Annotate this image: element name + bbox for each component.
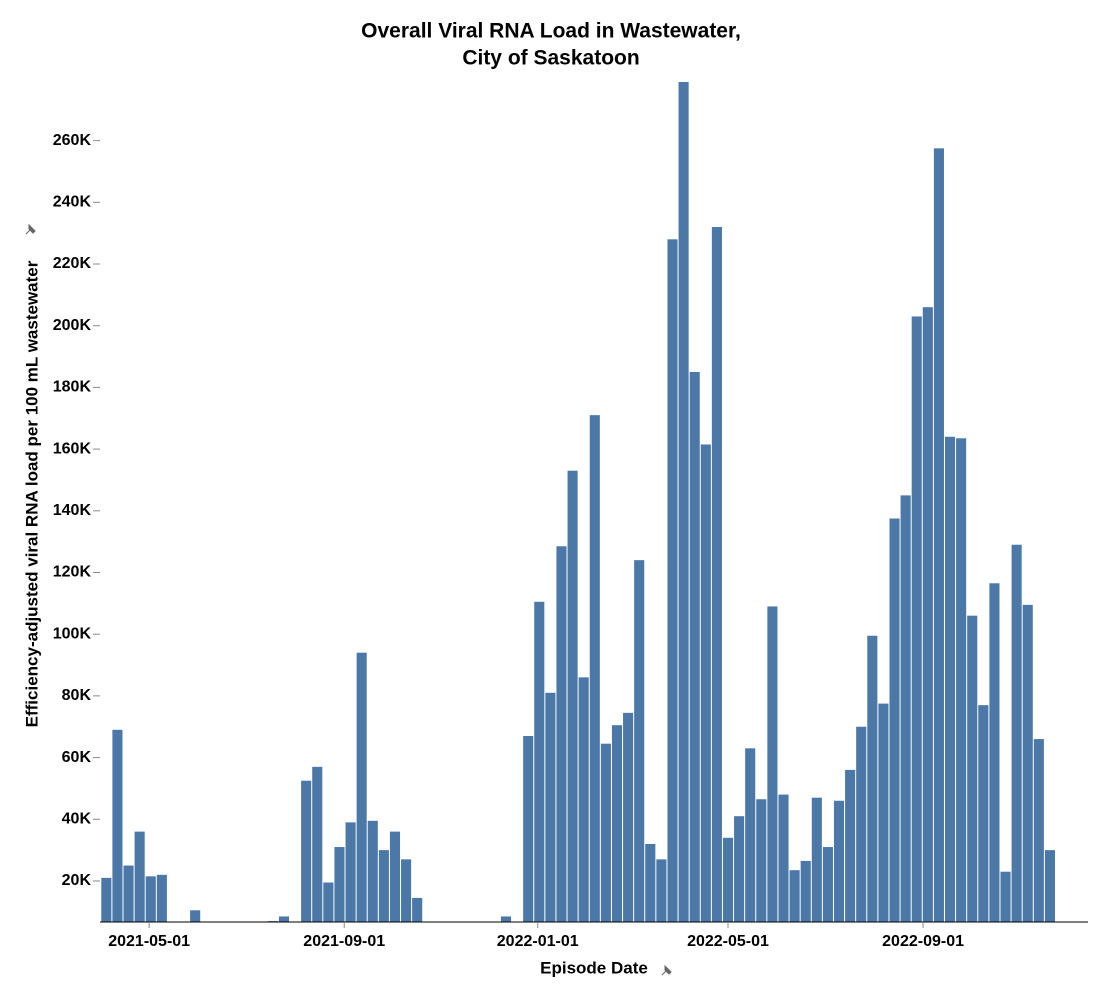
bar <box>634 560 645 922</box>
bar <box>1011 544 1022 922</box>
bar <box>667 239 678 922</box>
bar <box>645 843 656 922</box>
bar <box>867 635 878 922</box>
bar <box>134 831 145 922</box>
bar <box>112 729 123 922</box>
y-tick-label: 180K <box>53 379 92 396</box>
bar <box>367 820 378 922</box>
bar <box>412 897 423 922</box>
bar <box>323 882 334 922</box>
y-tick-label: 40K <box>62 810 92 827</box>
x-tick-label: 2021-05-01 <box>108 933 190 950</box>
y-tick-label: 100K <box>53 625 92 642</box>
bar <box>190 910 201 922</box>
y-tick-label: 260K <box>53 132 92 149</box>
x-tick-label: 2022-01-01 <box>497 933 579 950</box>
bar <box>312 766 323 922</box>
bar <box>123 865 134 922</box>
bar <box>156 874 167 922</box>
bar <box>933 148 944 922</box>
bar <box>345 822 356 922</box>
y-tick-label: 220K <box>53 255 92 272</box>
y-tick-label: 140K <box>53 502 92 519</box>
bar <box>689 371 700 922</box>
bar <box>922 307 933 922</box>
x-tick-label: 2022-05-01 <box>687 933 769 950</box>
bar <box>600 743 611 922</box>
y-tick-label: 80K <box>62 687 92 704</box>
y-axis-title: Efficiency-adjusted viral RNA load per 1… <box>22 260 41 727</box>
bar <box>989 583 1000 922</box>
bar <box>401 859 412 922</box>
chart-title: City of Saskatoon <box>462 47 639 70</box>
bar <box>967 615 978 922</box>
bar <box>567 470 578 922</box>
y-tick-label: 120K <box>53 564 92 581</box>
bar <box>545 692 556 922</box>
pin-icon[interactable] <box>661 964 672 976</box>
bar <box>722 837 734 922</box>
bar <box>856 726 867 922</box>
bar <box>811 797 822 922</box>
bar <box>789 870 800 922</box>
bar <box>656 859 667 922</box>
bar <box>145 876 156 922</box>
bar <box>378 850 389 922</box>
bar <box>822 847 833 922</box>
bar <box>356 652 367 922</box>
x-tick-label: 2022-09-01 <box>882 933 964 950</box>
bar <box>911 316 922 923</box>
bar <box>534 601 545 922</box>
chart-title: Overall Viral RNA Load in Wastewater, <box>361 20 741 43</box>
bar <box>944 436 956 922</box>
bar <box>623 712 634 922</box>
bar <box>1000 871 1011 922</box>
bar <box>889 518 900 922</box>
x-axis-title: Episode Date <box>540 958 648 977</box>
bar <box>556 546 567 922</box>
bar <box>778 794 789 922</box>
bar <box>734 816 745 922</box>
bar <box>956 438 967 922</box>
y-tick-label: 240K <box>53 194 92 211</box>
bar <box>845 769 856 922</box>
bar <box>589 415 600 922</box>
bar <box>1044 850 1055 922</box>
bar <box>301 780 312 922</box>
bar <box>833 800 845 922</box>
bar <box>334 847 345 922</box>
x-tick-label: 2021-09-01 <box>303 933 385 950</box>
bar <box>878 703 889 922</box>
bar <box>700 444 711 922</box>
y-tick-label: 200K <box>53 317 92 334</box>
bar <box>278 916 290 922</box>
y-tick-label: 160K <box>53 440 92 457</box>
bar <box>578 677 589 922</box>
bar <box>756 799 767 922</box>
bar <box>745 748 756 922</box>
y-tick-label: 20K <box>62 872 92 889</box>
bar <box>611 725 623 922</box>
bar <box>711 226 722 922</box>
y-tick-label: 60K <box>62 749 92 766</box>
bar <box>978 705 989 922</box>
bar <box>767 606 778 922</box>
bar <box>101 877 112 922</box>
bar <box>1022 604 1033 922</box>
bar <box>678 82 689 922</box>
bar <box>523 735 534 922</box>
bar <box>800 860 811 922</box>
bar <box>1033 739 1044 922</box>
bar <box>389 831 401 922</box>
bar <box>900 495 911 922</box>
bar <box>500 916 512 922</box>
pin-icon[interactable] <box>25 223 36 235</box>
